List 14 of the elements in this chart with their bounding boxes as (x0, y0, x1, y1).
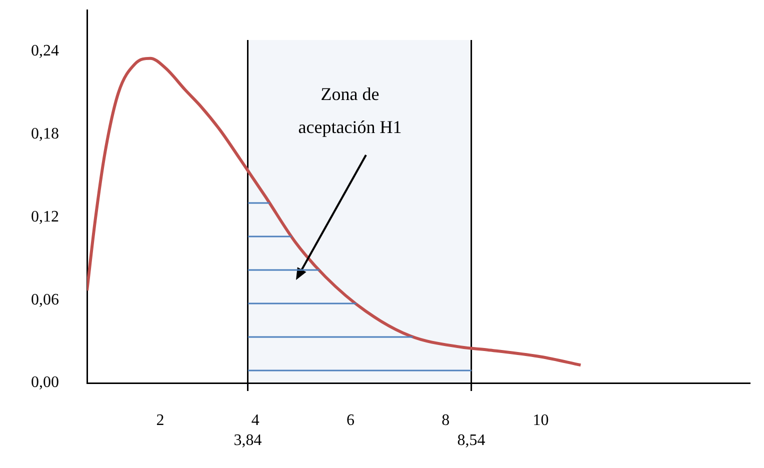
y-tick-label: 0,24 (31, 42, 59, 60)
y-tick-label: 0,00 (31, 374, 59, 392)
annotation: Zona de aceptación H1 (298, 84, 402, 137)
y-tick-label: 0,06 (31, 291, 59, 308)
x-tick-label: 2 (156, 412, 164, 429)
x-tick-label: 6 (346, 412, 354, 429)
line-series (87, 56, 582, 367)
ref-line-label: 8,54 (457, 432, 486, 449)
x-tick-label: 8 (442, 412, 450, 429)
y-tick-label: 0,18 (31, 126, 59, 143)
x-tick-label: 4 (251, 412, 260, 429)
x-tick-label: 10 (532, 412, 549, 429)
y-tick-label: 0,12 (31, 208, 59, 226)
ref-line-label: 3,84 (234, 432, 262, 449)
